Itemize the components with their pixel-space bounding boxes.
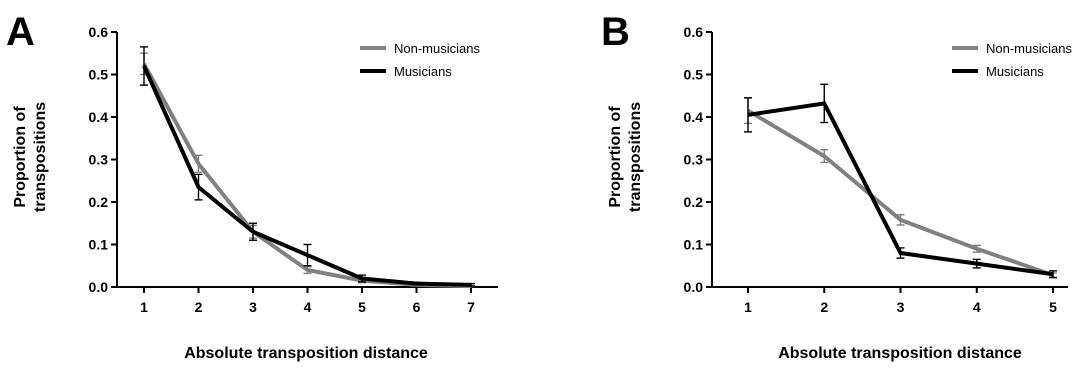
panel-a-errorbar-musicians xyxy=(412,281,421,286)
panel-a-x-tick-label: 4 xyxy=(304,299,312,315)
panel-a-x-tick-label: 3 xyxy=(249,299,257,315)
panel-b-x-tick-label: 5 xyxy=(1049,299,1057,315)
panel-b-errorbar-non-musicians xyxy=(972,244,981,253)
panel-b-legend: Non-musicians Musicians xyxy=(952,41,1072,79)
panel-a-errorbar-musicians xyxy=(140,46,148,86)
panel-a-y-tick-label: 0.2 xyxy=(89,194,109,210)
panel-b-series-musicians xyxy=(744,83,1057,279)
panel-b-y-tick-label: 0.2 xyxy=(684,194,704,210)
panel-a-x-tick-label: 7 xyxy=(467,299,475,315)
panel-b-y-tick-label: 0.1 xyxy=(684,237,704,253)
panel-b-errorbar-musicians xyxy=(896,247,905,259)
panel-b-errorbar-non-musicians xyxy=(820,149,829,164)
panel-b-y-axis-title: Proportion of transpositions xyxy=(607,102,644,212)
panel-b-legend-label-musicians: Musicians xyxy=(986,64,1044,79)
panel-a-x-tick-label: 6 xyxy=(413,299,421,315)
panel-a-x-tick-label: 5 xyxy=(358,299,366,315)
panel-a-y-tick-label: 0.3 xyxy=(89,152,109,168)
panel-b-x-tick-label: 2 xyxy=(820,299,828,315)
panel-b-errorbar-musicians xyxy=(820,83,829,124)
panel-b-x-tick-label: 4 xyxy=(973,299,981,315)
panel-a-y-tick-label: 0.0 xyxy=(89,279,109,295)
panel-a-errorbar-musicians xyxy=(358,274,366,283)
panel-a-y-tick-label: 0.5 xyxy=(89,67,109,83)
panel-b-errorbar-musicians xyxy=(1049,270,1057,279)
panel-a-y-tick-label: 0.6 xyxy=(89,24,109,40)
panel-a-errorbar-musicians xyxy=(467,282,475,287)
panel-a: A Proportion of transpositions Absolute … xyxy=(6,10,498,362)
panel-a-y-axis-title: Proportion of transpositions xyxy=(12,102,49,212)
panel-a-errorbar-musicians xyxy=(194,173,203,201)
panel-b-letter: B xyxy=(601,10,630,54)
panel-b-errorbar-musicians xyxy=(744,97,752,133)
panel-b-y-tick-label: 0.5 xyxy=(684,67,704,83)
panel-a-errorbar-musicians xyxy=(303,243,312,267)
panel-b-x-tick-label: 3 xyxy=(897,299,905,315)
panel-a-errorbar-non-musicians xyxy=(303,265,312,275)
panel-a-x-axis-title: Absolute transposition distance xyxy=(184,345,428,362)
panel-a-legend: Non-musicians Musicians xyxy=(360,41,480,79)
panel-b-y-tick-label: 0.4 xyxy=(684,109,704,125)
panel-b: B Proportion of transpositions Absolute … xyxy=(601,10,1072,362)
panel-a-y-axis-title-line-2: transpositions xyxy=(32,102,49,212)
panel-a-legend-label-non-musicians: Non-musicians xyxy=(394,41,480,56)
panel-b-errorbar-musicians xyxy=(972,258,981,269)
panel-b-y-axis-title-line-1: Proportion of xyxy=(607,106,624,208)
panel-b-y-tick-label: 0.3 xyxy=(684,152,704,168)
panel-b-errorbar-non-musicians xyxy=(896,214,905,226)
panel-b-legend-label-non-musicians: Non-musicians xyxy=(986,41,1072,56)
panel-a-x-tick-label: 1 xyxy=(140,299,148,315)
panel-a-errorbar-non-musicians xyxy=(194,154,203,173)
panel-b-x-axis-title: Absolute transposition distance xyxy=(778,345,1022,362)
panel-a-y-tick-label: 0.4 xyxy=(89,109,109,125)
panel-a-x-tick-label: 2 xyxy=(195,299,203,315)
panel-a-series-musicians xyxy=(140,46,475,287)
panel-a-letter: A xyxy=(6,10,35,54)
panel-b-y-axis-title-line-2: transpositions xyxy=(627,102,644,212)
panel-b-y-tick-label: 0.0 xyxy=(684,279,704,295)
panel-b-x-tick-label: 1 xyxy=(744,299,752,315)
panel-b-y-tick-label: 0.6 xyxy=(684,24,704,40)
panel-a-y-tick-label: 0.1 xyxy=(89,237,109,253)
panel-a-legend-label-musicians: Musicians xyxy=(394,64,452,79)
panel-a-errorbar-musicians xyxy=(249,222,257,241)
panel-a-y-axis-title-line-1: Proportion of xyxy=(12,106,29,208)
